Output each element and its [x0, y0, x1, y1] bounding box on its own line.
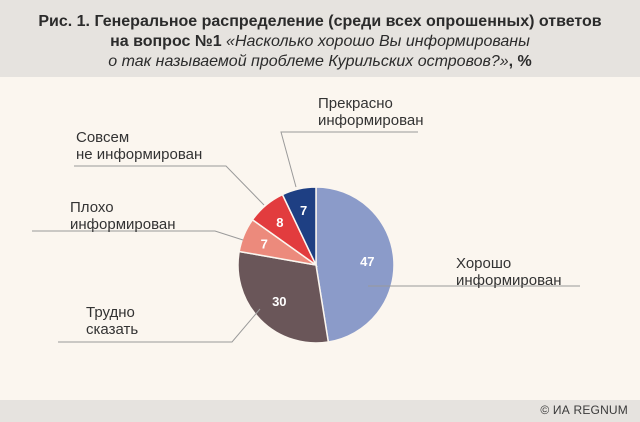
leader-line-great: [280, 131, 418, 188]
slice-value-great: 7: [300, 203, 307, 218]
title-line-2-italic: «Насколько хорошо Вы информированы: [226, 33, 530, 50]
pie-slice-great: [281, 186, 317, 266]
source-credit: © ИА REGNUM: [540, 403, 628, 417]
slice-value-poor: 7: [261, 236, 268, 251]
slice-value-not: 8: [276, 215, 283, 230]
label-leaders: [32, 131, 580, 343]
title-line-2-bold: на вопрос №1: [110, 33, 227, 50]
title-line-1: Рис. 1. Генеральное распределение (среди…: [38, 13, 602, 30]
slice-label-good: Хорошо информирован: [456, 255, 562, 289]
leader-line-hard: [58, 308, 261, 343]
footer-bar: © ИА REGNUM: [0, 400, 640, 422]
slice-label-hard: Трудно сказать: [86, 304, 138, 338]
pie-slices: [237, 186, 395, 344]
chart-title: Рис. 1. Генеральное распределение (среди…: [0, 12, 640, 72]
leader-line-not: [74, 165, 265, 206]
slice-labels: Хорошо информирован Трудно сказать Плохо инфо…: [70, 95, 562, 338]
slice-value-hard: 30: [272, 294, 286, 309]
slice-label-poor: Плохо информирован: [70, 199, 176, 233]
header-bar: [0, 0, 640, 77]
title-line-3-italic: о так называемой проблеме Курильских ост…: [108, 53, 509, 70]
slice-value-good: 47: [360, 254, 374, 269]
pie-slice-good: [315, 186, 395, 343]
title-line-3-bold: , %: [508, 53, 532, 70]
leader-line-poor: [32, 230, 244, 241]
slice-label-not: Совсем не информирован: [76, 129, 202, 163]
slice-label-great: Прекрасно информирован: [318, 95, 424, 129]
pie-slice-hard: [237, 250, 330, 344]
